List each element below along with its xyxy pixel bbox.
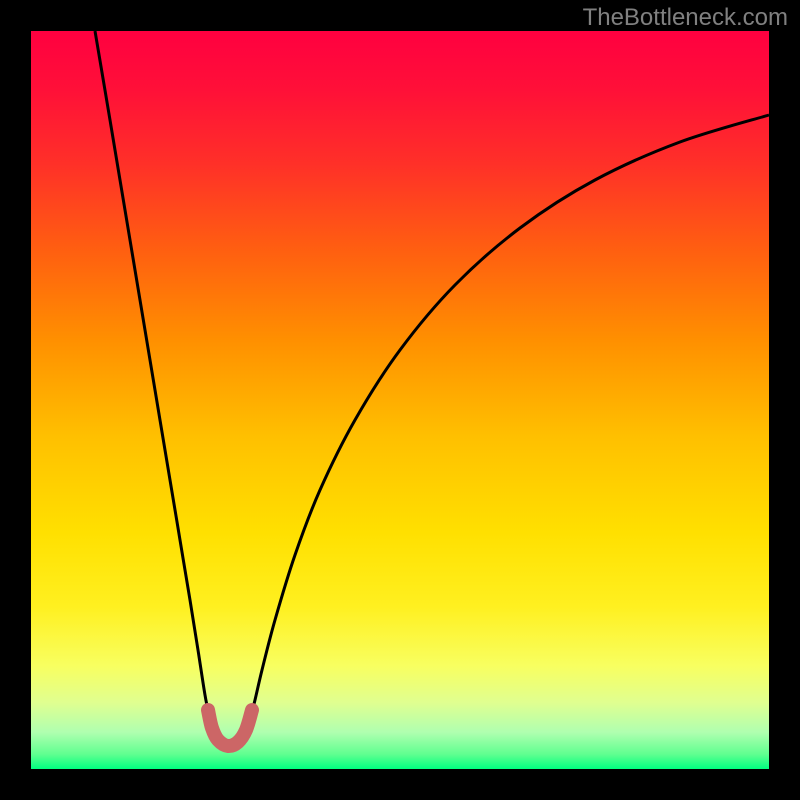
watermark-text: TheBottleneck.com: [583, 4, 788, 32]
chart-container: TheBottleneck.com: [0, 0, 800, 800]
curve-overlay: [0, 0, 800, 800]
curve-right-branch: [250, 115, 769, 720]
curve-bottom-arc: [208, 710, 252, 746]
curve-left-branch: [95, 31, 210, 720]
